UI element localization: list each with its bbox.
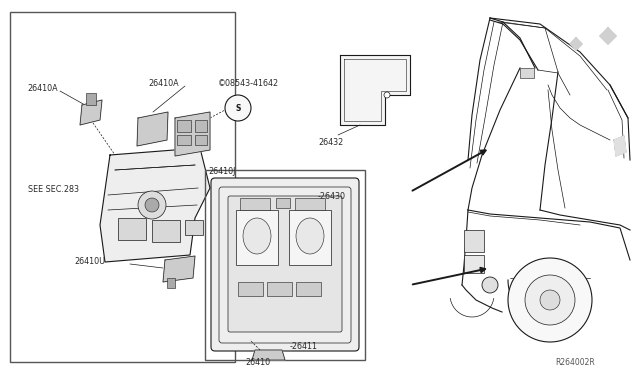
Bar	[167, 278, 175, 288]
Polygon shape	[340, 55, 410, 125]
FancyBboxPatch shape	[228, 196, 342, 332]
Text: SEE SEC.283: SEE SEC.283	[28, 185, 79, 194]
Bar	[152, 220, 180, 242]
Polygon shape	[252, 350, 285, 360]
Text: -26430: -26430	[318, 192, 346, 201]
Text: ⟨3⟩: ⟨3⟩	[230, 96, 246, 105]
Circle shape	[384, 92, 390, 98]
Bar	[520, 68, 534, 78]
Text: 26410A: 26410A	[148, 79, 179, 88]
FancyBboxPatch shape	[211, 178, 359, 351]
Bar	[267, 282, 292, 296]
Circle shape	[145, 198, 159, 212]
Bar	[10, 12, 235, 362]
Circle shape	[525, 275, 575, 325]
Text: 26432: 26432	[318, 138, 343, 147]
Bar	[195, 135, 207, 145]
Bar	[205, 170, 365, 360]
Polygon shape	[80, 100, 102, 125]
Bar	[276, 198, 290, 208]
Polygon shape	[570, 38, 582, 50]
Polygon shape	[137, 112, 168, 146]
Bar	[464, 230, 484, 252]
Polygon shape	[600, 28, 616, 44]
Circle shape	[225, 95, 251, 121]
Bar	[177, 120, 191, 132]
Circle shape	[138, 191, 166, 219]
Polygon shape	[614, 136, 626, 156]
Bar	[289, 210, 331, 265]
Bar	[185, 220, 203, 235]
Bar	[118, 218, 146, 240]
Circle shape	[482, 277, 498, 293]
Bar	[295, 198, 325, 210]
Bar	[195, 120, 207, 132]
Polygon shape	[163, 256, 195, 282]
Circle shape	[508, 258, 592, 342]
Polygon shape	[100, 148, 210, 262]
Bar	[464, 255, 484, 273]
Ellipse shape	[296, 218, 324, 254]
Circle shape	[540, 290, 560, 310]
Bar	[240, 198, 270, 210]
Bar	[177, 135, 191, 145]
Text: R264002R: R264002R	[555, 358, 595, 367]
Text: 26410U: 26410U	[74, 257, 105, 266]
Bar	[238, 282, 263, 296]
Polygon shape	[175, 112, 210, 156]
Text: ©08543-41642: ©08543-41642	[218, 79, 279, 88]
Bar	[236, 210, 278, 265]
Text: 26410: 26410	[245, 358, 271, 367]
Ellipse shape	[243, 218, 271, 254]
Bar	[86, 93, 96, 105]
Text: 26410J: 26410J	[208, 167, 236, 176]
Bar	[296, 282, 321, 296]
Text: -26411: -26411	[290, 342, 318, 351]
Text: 26410A: 26410A	[27, 84, 58, 93]
Text: S: S	[236, 103, 241, 112]
